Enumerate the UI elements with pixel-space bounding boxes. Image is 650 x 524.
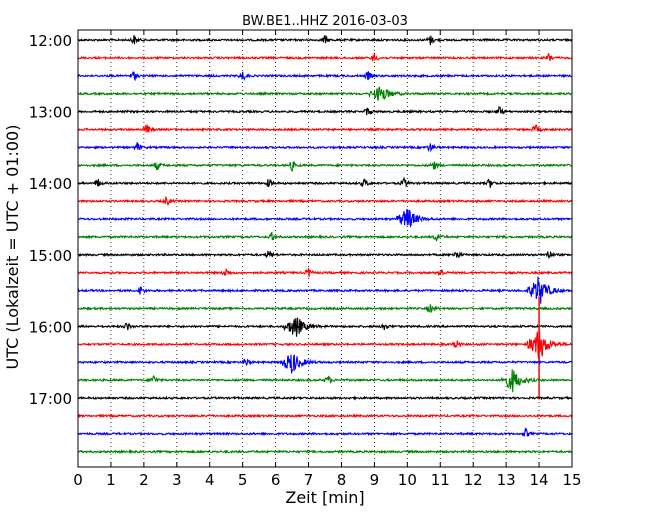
trace-1330 bbox=[77, 142, 573, 153]
x-tick-label: 3 bbox=[172, 471, 182, 489]
trace-1430 bbox=[77, 208, 573, 228]
trace-1615 bbox=[77, 328, 573, 360]
trace-1345 bbox=[77, 160, 573, 173]
x-tick-label: 1 bbox=[106, 471, 116, 489]
chart-title: BW.BE1..HHZ 2016-03-03 bbox=[242, 14, 408, 29]
trace-1500 bbox=[77, 250, 573, 260]
x-tick-label: 11 bbox=[431, 471, 450, 489]
y-axis-label: UTC (Lokalzeit = UTC + 01:00) bbox=[3, 125, 22, 370]
trace-1400 bbox=[77, 176, 573, 188]
x-tick-label: 13 bbox=[497, 471, 516, 489]
y-tick-label: 14:00 bbox=[29, 175, 72, 193]
grid-lines bbox=[110, 30, 540, 467]
x-tick-label: 7 bbox=[304, 471, 314, 489]
trace-1700 bbox=[77, 395, 573, 401]
trace-1230 bbox=[77, 70, 573, 82]
traces-group bbox=[77, 35, 573, 455]
x-tick-label: 8 bbox=[337, 471, 347, 489]
x-tick-label: 14 bbox=[530, 471, 549, 489]
trace-1730 bbox=[77, 426, 573, 437]
x-tick-label: 12 bbox=[464, 471, 483, 489]
trace-1200 bbox=[77, 35, 573, 46]
x-tick-label: 4 bbox=[205, 471, 215, 489]
plot-frame bbox=[77, 29, 573, 468]
trace-1630 bbox=[77, 354, 573, 374]
y-tick-label: 13:00 bbox=[29, 104, 72, 122]
y-tick-label: 12:00 bbox=[29, 32, 72, 50]
trace-1715 bbox=[77, 413, 573, 419]
trace-1215 bbox=[77, 52, 573, 62]
x-tick-label: 10 bbox=[398, 471, 417, 489]
trace-1530 bbox=[77, 276, 573, 304]
x-tick-label: 0 bbox=[73, 471, 83, 489]
y-tick-label: 15:00 bbox=[29, 247, 72, 265]
trace-1645 bbox=[77, 369, 573, 393]
y-tick-label: 16:00 bbox=[29, 318, 72, 336]
trace-1515 bbox=[77, 267, 573, 278]
x-tick-label: 2 bbox=[139, 471, 149, 489]
trace-1600 bbox=[77, 317, 573, 337]
trace-1315 bbox=[78, 124, 573, 133]
x-tick-label: 9 bbox=[370, 471, 380, 489]
x-axis-label: Zeit [min] bbox=[285, 488, 364, 507]
axes-group: 0 1 2 3 4 5 6 7 8 9 10 11 12 13 14 1512:0013:0014:0015:… bbox=[29, 29, 582, 489]
x-tick-label: 5 bbox=[238, 471, 248, 489]
trace-1415 bbox=[77, 195, 573, 207]
trace-1745 bbox=[77, 449, 573, 455]
trace-1245 bbox=[77, 86, 573, 101]
x-tick-label: 15 bbox=[562, 471, 581, 489]
trace-1545 bbox=[78, 304, 573, 313]
y-tick-label: 17:00 bbox=[29, 390, 72, 408]
x-tick-label: 6 bbox=[271, 471, 281, 489]
trace-1445 bbox=[77, 231, 573, 242]
trace-1300 bbox=[77, 105, 573, 116]
